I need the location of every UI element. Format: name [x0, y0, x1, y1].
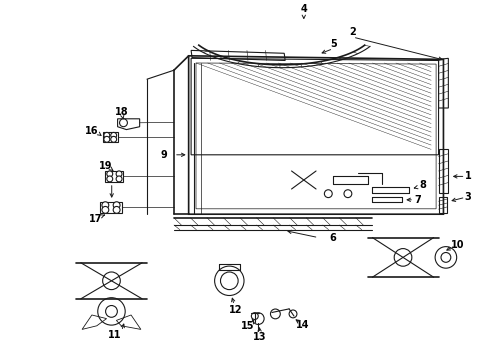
- Text: 10: 10: [451, 240, 465, 250]
- Circle shape: [120, 119, 127, 127]
- Text: 3: 3: [465, 192, 471, 202]
- Text: 6: 6: [330, 233, 337, 243]
- Circle shape: [102, 202, 109, 209]
- Circle shape: [251, 312, 258, 320]
- Circle shape: [252, 313, 264, 324]
- Circle shape: [103, 272, 121, 289]
- Circle shape: [113, 206, 120, 213]
- Circle shape: [107, 171, 113, 177]
- Circle shape: [111, 136, 117, 142]
- Circle shape: [344, 190, 352, 198]
- Text: 14: 14: [296, 320, 310, 330]
- Circle shape: [270, 309, 280, 319]
- Circle shape: [215, 266, 244, 296]
- Text: 15: 15: [241, 321, 254, 331]
- Text: 5: 5: [330, 39, 337, 49]
- Text: 18: 18: [115, 107, 128, 117]
- Circle shape: [111, 132, 117, 138]
- Text: 16: 16: [85, 126, 99, 136]
- Text: 4: 4: [300, 4, 307, 14]
- Circle shape: [324, 190, 332, 198]
- Text: 17: 17: [89, 214, 102, 224]
- Text: 8: 8: [419, 180, 426, 190]
- Circle shape: [104, 136, 110, 142]
- Text: 19: 19: [98, 161, 112, 171]
- Circle shape: [106, 306, 118, 317]
- Circle shape: [116, 171, 122, 177]
- Text: 9: 9: [161, 150, 168, 160]
- Text: 12: 12: [228, 305, 242, 315]
- Circle shape: [220, 272, 238, 289]
- Text: 11: 11: [108, 330, 122, 340]
- Circle shape: [116, 176, 122, 182]
- Circle shape: [289, 310, 297, 318]
- Circle shape: [435, 247, 457, 268]
- Text: 7: 7: [414, 195, 421, 205]
- Text: 1: 1: [465, 171, 471, 181]
- Circle shape: [394, 249, 412, 266]
- Circle shape: [113, 202, 120, 209]
- Circle shape: [98, 298, 125, 325]
- Circle shape: [107, 176, 113, 182]
- Circle shape: [104, 132, 110, 138]
- Circle shape: [102, 206, 109, 213]
- Circle shape: [441, 252, 451, 262]
- Text: 2: 2: [349, 27, 356, 37]
- Text: 13: 13: [253, 332, 267, 342]
